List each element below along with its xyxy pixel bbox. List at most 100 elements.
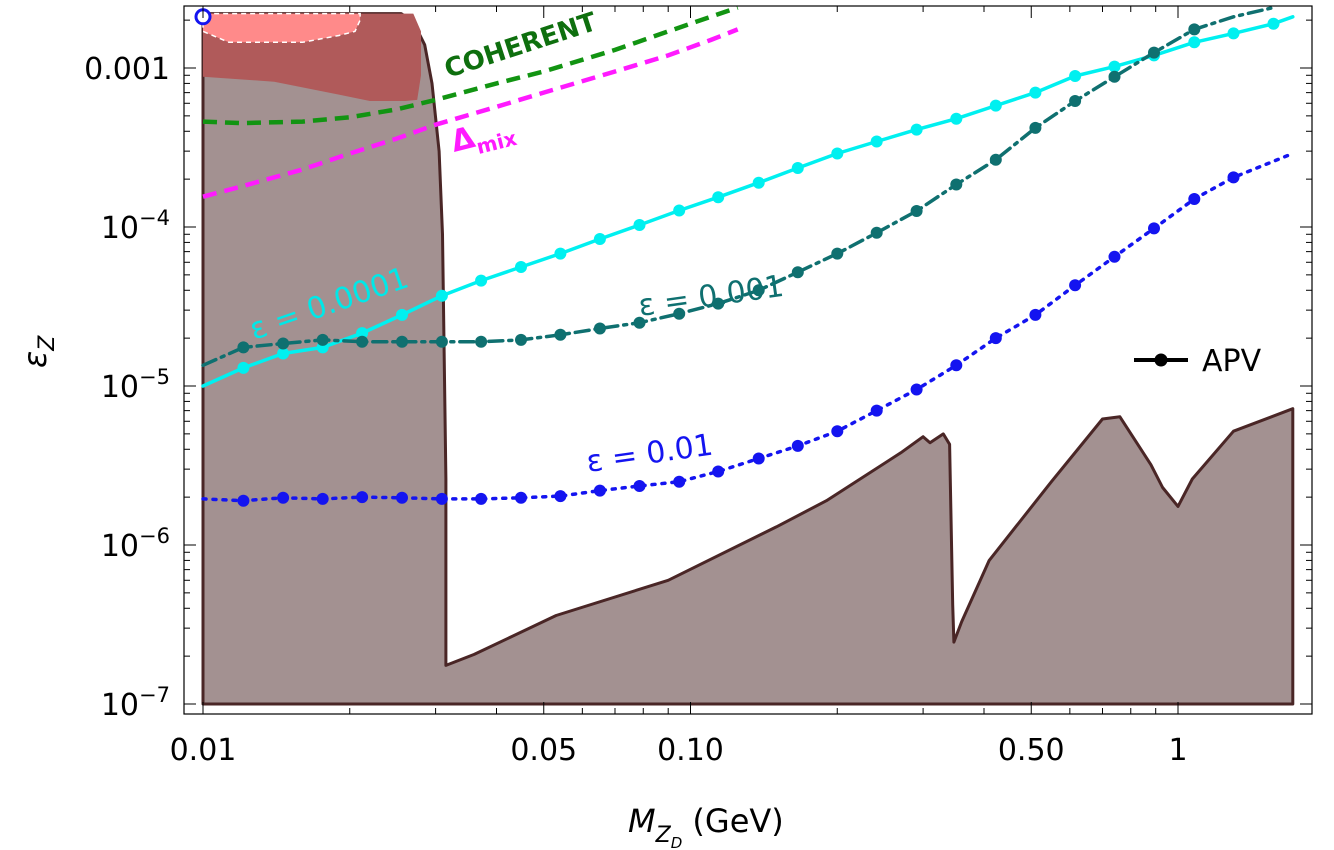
eps-0-0001-point-22 bbox=[1108, 60, 1121, 73]
coherent-label: COHERENT bbox=[441, 7, 601, 84]
eps-0-001-point-15 bbox=[831, 247, 844, 260]
eps-0-0001-point-6 bbox=[475, 274, 488, 287]
eps-0-0001-point-20 bbox=[1029, 86, 1042, 99]
eps-0-001-point-7 bbox=[515, 333, 527, 346]
legend-marker bbox=[1154, 353, 1168, 367]
y-tick-exp-1: −6 bbox=[139, 524, 170, 548]
eps-0-01-point-2 bbox=[316, 492, 329, 505]
eps-0-01-point-9 bbox=[593, 484, 606, 497]
eps-0-001-point-9 bbox=[593, 322, 606, 335]
eps-0-01-point-20 bbox=[1029, 308, 1042, 321]
y-tick-label-0: 10−7 bbox=[101, 683, 170, 723]
y-tick-label-4: 0.001 bbox=[84, 52, 170, 87]
y-tick-exp-0: −7 bbox=[139, 683, 170, 707]
eps-0-01-point-4 bbox=[396, 491, 408, 504]
eps-0-01-point-19 bbox=[989, 332, 1002, 345]
eps-0-0001-point-17 bbox=[910, 123, 923, 136]
eps-0-0001-point-12 bbox=[712, 191, 725, 204]
legend-label: APV bbox=[1202, 344, 1262, 379]
eps-0-01-point-18 bbox=[950, 359, 963, 372]
eps-0-0001-point-19 bbox=[989, 99, 1002, 112]
eps-0-001-line bbox=[201, 6, 1276, 368]
eps-0-01-point-8 bbox=[554, 490, 567, 503]
light-red-region bbox=[202, 12, 361, 44]
eps-0-0001-point-21 bbox=[1069, 70, 1082, 82]
eps-0-0001-point-0 bbox=[237, 361, 250, 374]
eps-0-0001-point-7 bbox=[515, 261, 527, 273]
legend: APV bbox=[1134, 344, 1262, 379]
eps-0-01-point-1 bbox=[277, 491, 290, 504]
eps-0-001-point-5 bbox=[435, 335, 448, 348]
eps-0-01-point-13 bbox=[752, 452, 765, 465]
y-tick-label-3: 10−4 bbox=[101, 206, 170, 246]
eps-0-0001-point-14 bbox=[791, 162, 804, 174]
y-tick-base-1: 10 bbox=[101, 529, 139, 564]
eps-0-001-point-20 bbox=[1029, 121, 1042, 134]
eps-0-01-point-5 bbox=[435, 492, 448, 505]
y-tick-label-1: 10−6 bbox=[101, 524, 170, 564]
x-tick-label-0: 0.01 bbox=[170, 733, 237, 768]
excluded-region bbox=[201, 12, 1295, 706]
x-tick-label-3: 0.50 bbox=[998, 733, 1065, 768]
eps-0-0001-point-9 bbox=[593, 233, 606, 245]
eps-0-0001-point-13 bbox=[752, 176, 765, 189]
x-tick-label-2: 0.10 bbox=[657, 733, 724, 768]
eps-0-001-point-19 bbox=[989, 153, 1002, 166]
eps-0-001-point-23 bbox=[1148, 46, 1160, 59]
eps-0-0001-point-24 bbox=[1188, 36, 1201, 49]
eps-0-01-point-15 bbox=[831, 425, 844, 438]
eps-0-01-point-17 bbox=[910, 383, 923, 396]
excluded-regions bbox=[201, 12, 1295, 706]
axes: 0.01 0.05 0.10 0.50 110−710−610−510−40.001 bbox=[84, 6, 1312, 768]
eps-0-01-point-11 bbox=[673, 475, 686, 488]
eps-0-0001-point-11 bbox=[673, 204, 686, 217]
eps-0-01-point-21 bbox=[1069, 279, 1082, 292]
eps-0-01-point-10 bbox=[633, 480, 646, 492]
eps-0-001-point-10 bbox=[633, 316, 646, 329]
apv-series bbox=[194, 6, 1295, 507]
eps-0-01-point-7 bbox=[515, 491, 527, 504]
eps-0-01-point-6 bbox=[475, 492, 488, 505]
eps-0-001-label: ε = 0.001 bbox=[636, 269, 786, 324]
eps-0-001-point-0 bbox=[237, 341, 250, 354]
eps-0-01-line bbox=[201, 151, 1295, 503]
eps-0-0001-point-8 bbox=[554, 247, 567, 260]
y-axis-title: εZ bbox=[16, 335, 60, 368]
eps-0-0001-point-5 bbox=[435, 289, 448, 302]
eps-0-001-point-12 bbox=[712, 297, 725, 310]
eps-0-001-point-13 bbox=[752, 284, 765, 297]
y-tick-exp-2: −5 bbox=[139, 365, 170, 389]
y-tick-base-3: 10 bbox=[101, 211, 139, 246]
eps-0-0001-point-18 bbox=[950, 112, 963, 125]
x-axis-title: MZD (GeV) bbox=[628, 802, 784, 850]
eps-0-001-point-3 bbox=[356, 335, 369, 348]
eps-0-0001-point-1 bbox=[277, 347, 290, 360]
eps-0-01-point-22 bbox=[1108, 250, 1121, 263]
eps-0-001-point-2 bbox=[316, 333, 329, 346]
eps-0-001-point-22 bbox=[1108, 70, 1121, 83]
bound-curves bbox=[202, 6, 739, 199]
eps-0-01-point-24 bbox=[1188, 193, 1201, 205]
eps-0-01-point-25 bbox=[1227, 171, 1240, 184]
eps-0-001-point-24 bbox=[1188, 23, 1201, 36]
eps-0-001-point-18 bbox=[950, 178, 963, 191]
y-tick-label-2: 10−5 bbox=[101, 365, 170, 405]
eps-0-001-point-16 bbox=[870, 226, 883, 239]
eps-0-01-point-23 bbox=[1148, 222, 1160, 235]
eps-0-0001-point-26 bbox=[1267, 17, 1280, 30]
eps-0-0001-point-15 bbox=[831, 147, 844, 160]
eps-0-0001-point-16 bbox=[870, 135, 883, 148]
eps-0-001-point-6 bbox=[475, 335, 488, 348]
y-tick-base-2: 10 bbox=[101, 370, 139, 405]
eps-0-001-point-11 bbox=[673, 307, 686, 320]
coherent-curve bbox=[202, 6, 739, 126]
eps-0-01-point-16 bbox=[870, 404, 883, 417]
y-tick-exp-3: −4 bbox=[139, 206, 170, 230]
eps-0-0001-point-10 bbox=[633, 219, 646, 231]
eps-0-0001-point-4 bbox=[396, 308, 408, 321]
eps-0-001-point-4 bbox=[396, 335, 408, 348]
mix-curve bbox=[202, 27, 739, 199]
eps-0-001-point-8 bbox=[554, 328, 567, 341]
x-tick-label-1: 0.05 bbox=[510, 733, 577, 768]
